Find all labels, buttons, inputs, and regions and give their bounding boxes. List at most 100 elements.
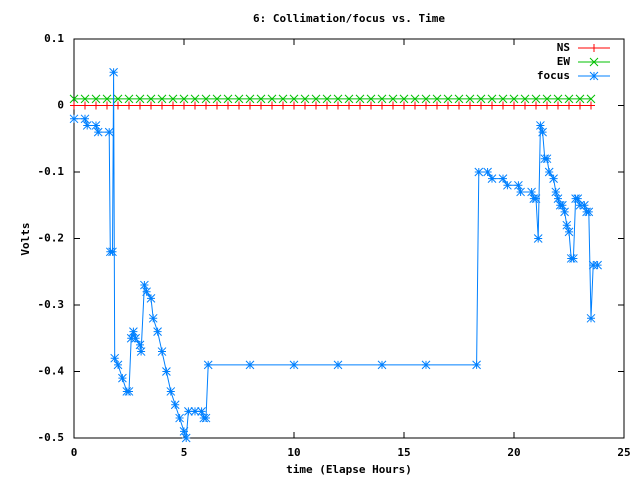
point-marker — [411, 101, 419, 110]
point-marker — [345, 101, 353, 110]
point-marker — [587, 101, 595, 110]
point-marker — [575, 200, 585, 210]
point-marker — [444, 101, 452, 110]
point-marker — [148, 313, 158, 323]
x-tick-label: 5 — [181, 446, 188, 459]
point-marker — [584, 207, 594, 217]
point-marker — [564, 94, 574, 104]
x-axis-label: time (Elapse Hours) — [286, 463, 412, 476]
point-marker — [558, 200, 567, 210]
point-marker — [118, 373, 127, 383]
point-marker — [147, 101, 155, 110]
point-marker — [311, 94, 321, 104]
point-marker — [487, 174, 497, 184]
point-marker — [201, 413, 211, 423]
point-marker — [516, 187, 525, 197]
point-marker — [289, 360, 299, 370]
point-marker — [542, 94, 552, 104]
point-marker — [378, 101, 386, 110]
point-marker — [532, 101, 540, 110]
point-marker — [191, 101, 199, 110]
point-marker — [157, 94, 167, 104]
point-marker — [129, 327, 138, 336]
point-marker — [135, 94, 145, 104]
point-marker — [93, 127, 103, 137]
point-marker — [575, 94, 585, 104]
x-tick-label: 15 — [397, 446, 410, 459]
point-marker — [80, 94, 90, 104]
point-marker — [472, 360, 481, 370]
point-marker — [520, 94, 530, 104]
point-marker — [549, 174, 558, 184]
point-marker — [169, 101, 177, 110]
point-marker — [124, 94, 134, 104]
point-marker — [544, 167, 554, 177]
point-marker — [565, 101, 573, 110]
point-marker — [367, 101, 375, 110]
point-marker — [70, 101, 78, 110]
point-marker — [140, 280, 149, 290]
point-marker — [267, 94, 277, 104]
point-marker — [245, 94, 255, 104]
point-marker — [113, 360, 123, 370]
y-tick-label: -0.2 — [38, 232, 65, 245]
point-marker — [553, 94, 563, 104]
point-marker — [562, 220, 572, 230]
point-marker — [421, 360, 431, 370]
point-marker — [170, 400, 180, 410]
point-marker — [179, 426, 189, 436]
point-marker — [125, 101, 133, 110]
point-marker — [344, 94, 354, 104]
point-marker — [190, 407, 200, 416]
point-marker — [466, 101, 474, 110]
point-marker — [279, 101, 287, 110]
point-marker — [533, 234, 543, 243]
point-marker — [180, 101, 188, 110]
point-marker — [410, 94, 420, 104]
point-marker — [551, 187, 561, 197]
point-marker — [102, 94, 112, 104]
point-marker — [586, 313, 596, 323]
point-marker — [510, 101, 518, 110]
point-marker — [224, 101, 232, 110]
point-marker — [323, 101, 331, 110]
point-marker — [509, 94, 519, 104]
point-marker — [476, 94, 486, 104]
point-marker — [136, 347, 146, 356]
point-marker — [432, 94, 442, 104]
point-marker — [153, 327, 162, 336]
point-marker — [114, 101, 122, 110]
point-marker — [422, 101, 430, 110]
point-marker — [69, 114, 79, 124]
point-marker — [388, 94, 398, 104]
point-marker — [82, 121, 92, 130]
point-marker — [573, 194, 583, 203]
point-marker — [560, 207, 569, 217]
point-marker — [301, 101, 309, 110]
point-marker — [564, 227, 574, 237]
point-marker — [531, 94, 541, 104]
point-marker — [124, 387, 134, 396]
point-marker — [503, 180, 512, 190]
point-marker — [312, 101, 320, 110]
point-marker — [487, 94, 497, 104]
point-marker — [135, 340, 145, 350]
point-marker — [477, 101, 485, 110]
point-marker — [109, 67, 118, 77]
point-marker — [542, 154, 552, 164]
point-marker — [543, 101, 551, 110]
y-tick-label: -0.5 — [38, 431, 65, 444]
point-marker — [355, 94, 365, 104]
point-marker — [498, 174, 508, 184]
point-marker — [400, 101, 408, 110]
point-marker — [175, 413, 184, 423]
point-marker — [588, 260, 598, 270]
point-marker — [235, 101, 243, 110]
point-marker — [113, 94, 123, 104]
point-marker — [322, 94, 332, 104]
point-marker — [166, 387, 176, 396]
point-marker — [389, 101, 397, 110]
point-marker — [157, 347, 167, 356]
